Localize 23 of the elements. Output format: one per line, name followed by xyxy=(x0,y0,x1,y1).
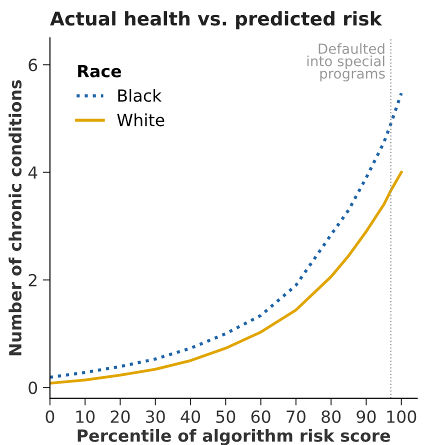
chart-title: Actual health vs. predicted risk xyxy=(50,11,382,30)
x-tick-label: 80 xyxy=(322,410,341,423)
line-series xyxy=(50,170,403,385)
x-tick-label: 30 xyxy=(146,410,165,423)
x-tick-label: 40 xyxy=(180,410,200,423)
legend-title: Race xyxy=(78,65,122,78)
x-tick-label: 70 xyxy=(286,410,306,423)
legend-label: White xyxy=(117,113,164,126)
x-tick-label: 50 xyxy=(216,410,236,423)
y-tick-label: 0 xyxy=(28,381,38,394)
x-tick-label: 0 xyxy=(46,410,54,423)
y-tick-label: 6 xyxy=(28,58,38,72)
x-tick-label: 60 xyxy=(251,410,270,423)
y-tick-label: 2 xyxy=(28,274,36,286)
y-tick-label: 4 xyxy=(28,166,38,179)
x-tick-label: 90 xyxy=(356,410,376,423)
x-tick-label: 100 xyxy=(387,410,416,423)
x-axis-title: Percentile of algorithm risk score xyxy=(78,428,390,445)
ref-line-label: Defaulted into special programs xyxy=(307,43,385,82)
x-tick-label: 20 xyxy=(110,410,130,423)
legend-label: Black xyxy=(118,88,162,102)
y-axis-title: Number of chronic conditions xyxy=(8,80,22,356)
x-tick-label: 10 xyxy=(76,410,95,423)
